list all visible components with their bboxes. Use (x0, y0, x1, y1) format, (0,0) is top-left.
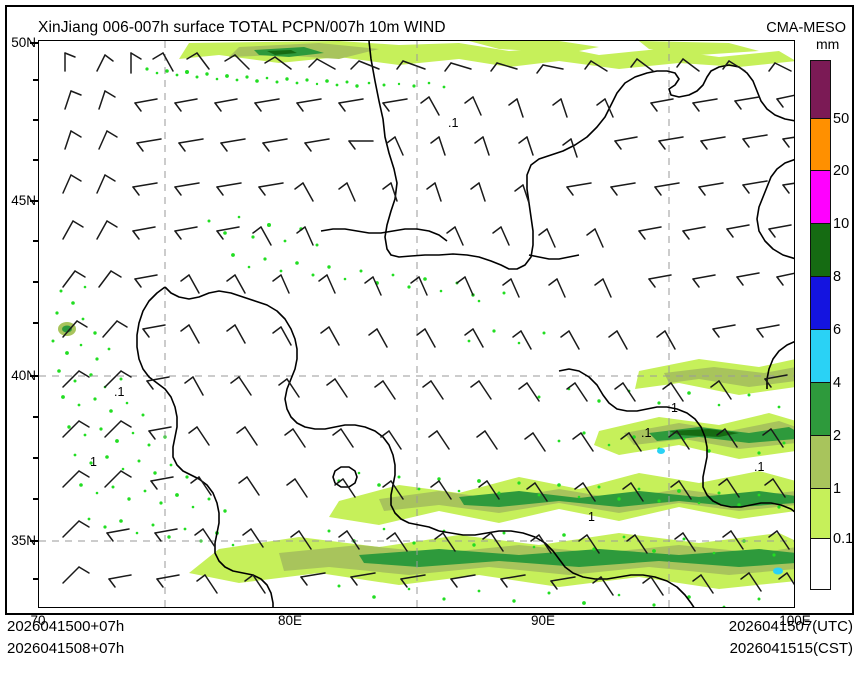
svg-text:.1: .1 (754, 460, 764, 474)
model-tag: CMA-MESO (766, 20, 846, 36)
ytick-label: 40N (11, 368, 36, 383)
colorbar-unit-label: mm (816, 36, 840, 52)
ytick-label: 50N (11, 35, 36, 50)
xtick-label: 100E (779, 613, 811, 628)
y-major-tick (30, 200, 39, 202)
y-minor-tick (33, 457, 39, 459)
y-minor-tick (33, 240, 39, 242)
ytick-label: 35N (11, 533, 36, 548)
y-major-tick (30, 375, 39, 377)
colorbar-tick-label: 2 (833, 428, 842, 444)
map-canvas: .1 .1 1 .1 1 1 .1 (39, 41, 794, 607)
precipitation-shading (51, 41, 794, 607)
colorbar[interactable] (810, 60, 831, 590)
svg-text:1: 1 (671, 401, 678, 415)
colorbar-band (811, 435, 830, 488)
svg-text:.1: .1 (641, 426, 651, 440)
page-title: XinJiang 006-007h surface TOTAL PCPN/007… (38, 19, 446, 36)
colorbar-tick-label: 20 (833, 163, 850, 179)
colorbar-band (811, 118, 830, 170)
colorbar-tick-label: 6 (833, 322, 842, 338)
colorbar-band (811, 488, 830, 538)
map-plot-area[interactable]: .1 .1 1 .1 1 1 .1 (38, 40, 795, 608)
footer-init-time-utc: 2026041500+07h (7, 618, 125, 635)
precip-speckle-northwest (145, 67, 446, 89)
y-minor-tick (33, 416, 39, 418)
y-minor-tick (33, 498, 39, 500)
precip-speckle-west (51, 285, 235, 547)
colorbar-tick-label: 0.1 (833, 531, 854, 547)
footer-init-time-cst: 2026041508+07h (7, 640, 125, 657)
svg-text:1: 1 (588, 510, 595, 524)
colorbar-band (811, 276, 830, 329)
colorbar-tick-label: 8 (833, 269, 842, 285)
y-minor-tick (33, 281, 39, 283)
colorbar-tick-label: 4 (833, 375, 842, 391)
colorbar-band (811, 329, 830, 382)
y-minor-tick (33, 159, 39, 161)
svg-text:.1: .1 (448, 116, 458, 130)
colorbar-band (811, 382, 830, 435)
colorbar-band (811, 61, 830, 118)
contour-labels: .1 .1 1 .1 1 1 .1 (90, 116, 764, 524)
y-major-tick (30, 42, 39, 44)
svg-text:.1: .1 (114, 385, 124, 399)
y-minor-tick (33, 119, 39, 121)
colorbar-tick-label: 10 (833, 216, 850, 232)
footer-valid-time-utc: 2026041507(UTC) (728, 618, 853, 635)
footer-valid-time-cst: 2026041515(CST) (729, 640, 853, 657)
y-minor-tick (33, 322, 39, 324)
map-boundaries (136, 41, 794, 607)
ytick-label: 45N (11, 193, 36, 208)
xtick-label: 80E (277, 613, 303, 628)
gridlines (39, 41, 794, 607)
y-major-tick (30, 540, 39, 542)
y-minor-tick (33, 79, 39, 81)
colorbar-band (811, 538, 830, 589)
y-minor-tick (33, 578, 39, 580)
colorbar-band (811, 170, 830, 223)
xtick-label: 70 (30, 613, 46, 628)
svg-text:1: 1 (90, 455, 97, 469)
wind-barbs (62, 52, 794, 596)
colorbar-band (811, 223, 830, 276)
precip-speckle-central (207, 215, 475, 297)
colorbar-tick-label: 50 (833, 111, 850, 127)
colorbar-tick-label: 1 (833, 481, 842, 497)
xtick-label: 90E (530, 613, 556, 628)
